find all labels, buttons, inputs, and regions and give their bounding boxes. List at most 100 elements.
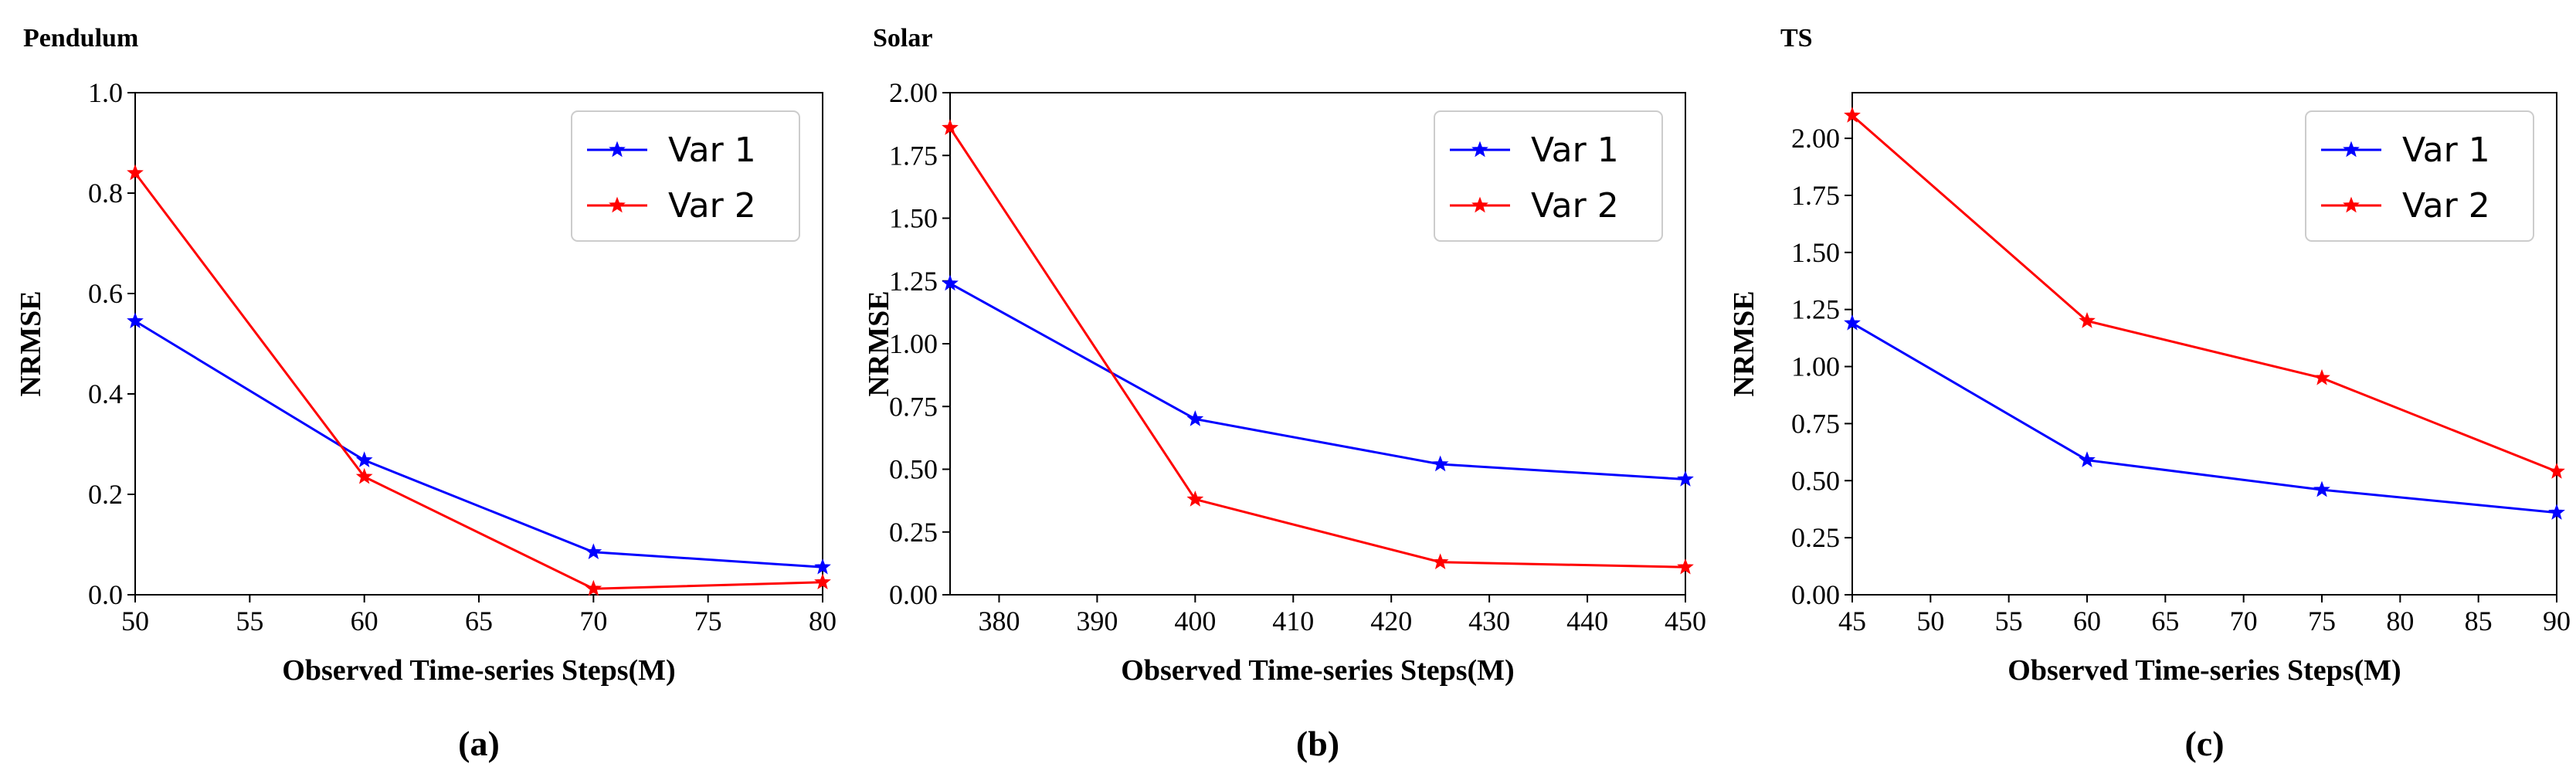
panel-caption: (c) <box>2184 724 2224 763</box>
x-tick-label: 55 <box>1995 606 2023 636</box>
legend-label-var-1: Var 1 <box>1531 131 1619 170</box>
data-point-var-2 <box>942 119 959 135</box>
plot-area <box>1851 92 2557 596</box>
x-axis-label: Observed Time-series Steps(M) <box>282 654 675 687</box>
y-tick-label: 1.25 <box>1791 294 1840 325</box>
data-point-var-2 <box>2548 463 2565 479</box>
y-tick-label: 2.00 <box>889 77 938 108</box>
data-point-var-1 <box>1677 470 1694 487</box>
x-tick-label: 80 <box>2386 606 2414 636</box>
panel-caption: (a) <box>458 724 500 763</box>
x-tick-label: 65 <box>2151 606 2179 636</box>
x-tick-label: 75 <box>2308 606 2336 636</box>
legend-label-var-1: Var 1 <box>668 131 756 170</box>
y-tick-label: 0.4 <box>88 378 123 409</box>
legend-box <box>1434 110 1663 242</box>
y-axis-label: NRMSE <box>863 290 895 396</box>
legend-marker-var-1 <box>609 141 626 158</box>
data-point-var-2 <box>127 164 144 181</box>
y-tick-label: 2.00 <box>1791 123 1840 154</box>
data-point-var-1 <box>127 312 144 328</box>
chart-title: Solar <box>873 24 932 53</box>
y-tick-label: 0.00 <box>1791 579 1840 610</box>
y-tick-label: 1.75 <box>1791 180 1840 211</box>
y-axis-label: NRMSE <box>15 290 47 396</box>
data-point-var-2 <box>585 579 602 596</box>
y-tick-label: 0.8 <box>88 178 123 209</box>
data-point-var-1 <box>2313 480 2330 497</box>
chart-title: TS <box>1780 24 1813 53</box>
data-point-var-2 <box>814 573 831 589</box>
data-point-var-2 <box>1431 553 1449 569</box>
legend-label-var-2: Var 2 <box>1531 186 1619 226</box>
x-axis-label: Observed Time-series Steps(M) <box>1121 654 1514 687</box>
legend: Var 1 Var 2 <box>571 110 800 242</box>
x-tick-label: 390 <box>1076 606 1118 636</box>
y-tick-label: 0.2 <box>88 479 123 510</box>
legend-label-var-2: Var 2 <box>2402 186 2490 226</box>
legend-marker-var-2 <box>609 196 626 213</box>
data-point-var-2 <box>1677 558 1694 575</box>
data-point-var-1 <box>1186 410 1204 426</box>
x-tick-label: 75 <box>694 606 722 636</box>
x-tick-label: 70 <box>2230 606 2258 636</box>
y-tick-label: 1.00 <box>889 328 938 359</box>
data-point-var-2 <box>1844 107 1861 123</box>
x-tick-label: 430 <box>1468 606 1510 636</box>
y-tick-label: 0.6 <box>88 278 123 309</box>
data-point-var-2 <box>2079 312 2096 328</box>
x-tick-label: 85 <box>2465 606 2493 636</box>
x-tick-label: 45 <box>1838 606 1866 636</box>
legend-label-var-2: Var 2 <box>668 186 756 226</box>
x-tick-label: 60 <box>2073 606 2101 636</box>
series-line-var-1 <box>134 320 823 568</box>
x-axis-label: Observed Time-series Steps(M) <box>2008 654 2401 687</box>
legend-marker-var-2 <box>1471 196 1488 213</box>
data-point-var-1 <box>1844 314 1861 331</box>
data-point-var-1 <box>585 543 602 559</box>
data-point-var-2 <box>2313 368 2330 385</box>
data-point-var-1 <box>355 451 373 468</box>
y-tick-label: 1.50 <box>889 203 938 234</box>
y-tick-label: 0.75 <box>1791 408 1840 439</box>
legend-box <box>571 110 800 242</box>
x-tick-label: 410 <box>1272 606 1314 636</box>
x-tick-label: 440 <box>1566 606 1608 636</box>
panel-caption: (b) <box>1296 724 1339 763</box>
series-line-var-2 <box>134 172 823 590</box>
data-point-var-1 <box>814 558 831 575</box>
y-tick-label: 0.00 <box>889 579 938 610</box>
series-line-var-2 <box>949 127 1686 568</box>
y-tick-label: 0.50 <box>1791 465 1840 496</box>
legend-marker-var-2 <box>2343 196 2360 213</box>
legend-label-var-1: Var 1 <box>2402 131 2490 170</box>
y-tick-label: 1.50 <box>1791 237 1840 268</box>
x-tick-label: 50 <box>121 606 149 636</box>
data-point-var-2 <box>355 467 373 484</box>
legend-marker-var-1 <box>2343 141 2360 158</box>
x-tick-label: 80 <box>809 606 837 636</box>
y-tick-label: 0.25 <box>1791 522 1840 553</box>
x-tick-label: 70 <box>579 606 607 636</box>
chart-panel-2: Solar 0.00 0.25 0.50 0.75 1.00 1.25 1.50 1.75 2.0… <box>863 24 1706 763</box>
y-tick-label: 1.25 <box>889 266 938 297</box>
y-tick-label: 0.0 <box>88 579 123 610</box>
x-tick-label: 65 <box>465 606 493 636</box>
data-point-var-1 <box>2548 504 2565 520</box>
legend-box <box>2305 110 2534 242</box>
y-tick-label: 1.00 <box>1791 351 1840 382</box>
chart-panel-1: Pendulum 0.0 0.2 0.4 0.6 0.8 1.0 50 55 60 65 70 75 80… <box>15 24 837 763</box>
data-point-var-1 <box>1431 455 1449 472</box>
series-line-var-1 <box>1851 322 2557 514</box>
y-axis-label: NRMSE <box>1728 290 1760 396</box>
legend: Var 1 Var 2 <box>1434 110 1663 242</box>
y-tick-label: 0.50 <box>889 454 938 485</box>
x-tick-label: 400 <box>1174 606 1216 636</box>
y-tick-label: 0.75 <box>889 391 938 422</box>
series-line-var-2 <box>1851 114 2557 473</box>
x-tick-label: 380 <box>978 606 1020 636</box>
legend-marker-var-1 <box>1471 141 1488 158</box>
y-tick-label: 1.0 <box>88 77 123 108</box>
x-tick-label: 55 <box>236 606 263 636</box>
